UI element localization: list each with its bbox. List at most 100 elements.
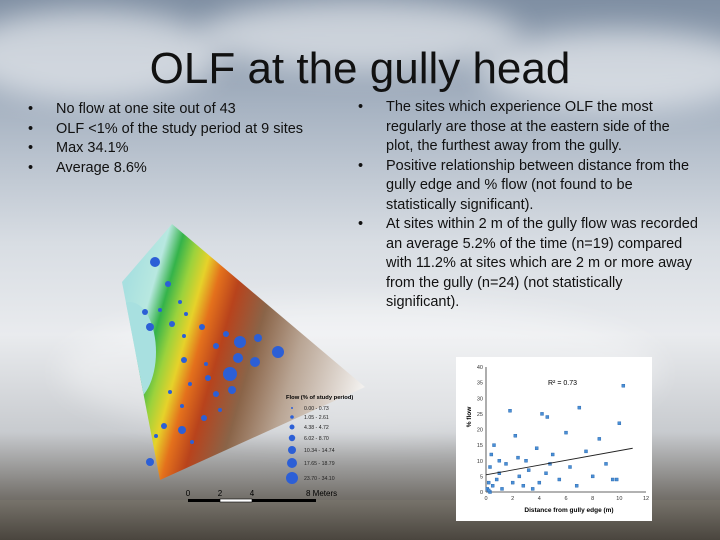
data-point (490, 484, 495, 488)
site-marker (182, 334, 186, 338)
data-point (540, 412, 544, 416)
site-marker (233, 353, 243, 363)
site-marker (169, 321, 175, 327)
data-point (526, 468, 531, 472)
right-bullet-list: The sites which experience OLF the most … (358, 98, 698, 313)
data-point (486, 488, 491, 493)
gully-map: Flow (% of study period) 0.00 - 0.73 1.0… (122, 224, 365, 484)
data-point (568, 465, 572, 469)
legend-label: 6.02 - 8.70 (304, 436, 329, 442)
x-tick-label: 10 (616, 496, 622, 502)
x-tick-label: 2 (511, 496, 514, 502)
legend-label: 23.70 - 34.10 (304, 476, 335, 482)
data-point (486, 480, 491, 485)
data-point (617, 421, 622, 425)
legend-symbol (290, 415, 294, 419)
data-point (489, 452, 494, 457)
y-tick-label: 10 (477, 459, 483, 465)
legend-label: 10.34 - 14.74 (304, 448, 335, 454)
data-point (521, 484, 526, 488)
bullet-item: Positive relationship between distance f… (358, 157, 698, 216)
site-marker (146, 323, 154, 331)
x-tick-label: 12 (643, 496, 649, 502)
y-tick-label: 0 (480, 490, 483, 496)
x-axis-label: Distance from gully edge (m) (524, 507, 613, 514)
scale-bar: 0 2 4 8 Meters (186, 489, 337, 503)
site-marker (154, 434, 158, 438)
data-point (500, 487, 504, 491)
legend-symbol (288, 434, 296, 442)
site-marker (199, 324, 205, 330)
x-tick-label: 8 (591, 496, 594, 502)
y-tick-label: 30 (477, 396, 483, 402)
data-point (516, 455, 520, 460)
site-marker (213, 343, 219, 349)
bullet-item: Max 34.1% (28, 139, 338, 159)
data-point (530, 487, 535, 491)
slide-title: OLF at the gully head (149, 44, 571, 93)
data-point (621, 384, 626, 388)
data-point (610, 477, 615, 482)
data-point (577, 405, 582, 410)
scale-label: 2 (218, 489, 223, 498)
site-marker (188, 382, 192, 386)
site-marker (146, 458, 154, 466)
data-point (574, 484, 579, 488)
site-marker (218, 408, 222, 412)
legend-symbol (291, 407, 293, 409)
site-marker (213, 391, 219, 397)
scale-segment (219, 498, 253, 503)
data-point (492, 443, 496, 447)
legend-symbol (287, 458, 297, 468)
legend-label: 17.65 - 18.79 (304, 461, 335, 467)
data-point (513, 434, 518, 438)
left-bullet-list: No flow at one site out of 43 OLF <1% of… (28, 100, 338, 178)
data-point (550, 452, 555, 457)
site-marker (158, 308, 162, 312)
site-marker (161, 423, 167, 429)
cloud (480, 30, 720, 110)
site-marker (178, 426, 186, 434)
legend-label: 4.38 - 4.72 (304, 425, 329, 431)
cloud (0, 10, 220, 100)
site-marker (205, 375, 211, 381)
data-point (537, 480, 542, 485)
site-marker (250, 357, 260, 367)
site-marker (190, 440, 194, 444)
data-point (510, 480, 515, 485)
y-tick-label: 15 (477, 443, 483, 449)
bullet-item: OLF <1% of the study period at 9 sites (28, 120, 338, 140)
site-marker (181, 357, 187, 363)
site-marker (180, 404, 184, 408)
data-point (614, 477, 619, 482)
data-point (508, 409, 512, 413)
data-point (590, 474, 595, 479)
bullet-item: The sites which experience OLF the most … (358, 98, 698, 157)
site-marker (234, 336, 246, 348)
site-marker (204, 362, 208, 366)
r-squared-annotation: R² = 0.73 (548, 380, 577, 387)
data-point (524, 459, 528, 463)
data-point (545, 415, 550, 419)
site-marker (142, 309, 148, 315)
data-point (504, 462, 508, 466)
scatter-chart: 0 2 4 6 8 10 12 0 5 10 15 20 25 30 35 40 R² = 0.73 Dist… (456, 357, 652, 521)
site-marker (184, 312, 188, 316)
x-tick-label: 4 (538, 496, 541, 502)
data-point (494, 477, 499, 482)
scale-label: 8 Meters (306, 489, 337, 498)
site-marker (178, 300, 182, 304)
data-point (497, 471, 502, 475)
legend-symbol (289, 424, 295, 430)
terrain-surface (122, 224, 365, 480)
legend-symbol (288, 446, 296, 454)
data-point (517, 474, 522, 479)
scale-label: 4 (250, 489, 255, 498)
flow-sites (142, 257, 284, 466)
site-marker (254, 334, 262, 342)
scale-segment (188, 499, 220, 502)
legend-title: Flow (% of study period) (286, 395, 353, 401)
site-marker (272, 346, 284, 358)
legend-symbol (286, 472, 298, 484)
